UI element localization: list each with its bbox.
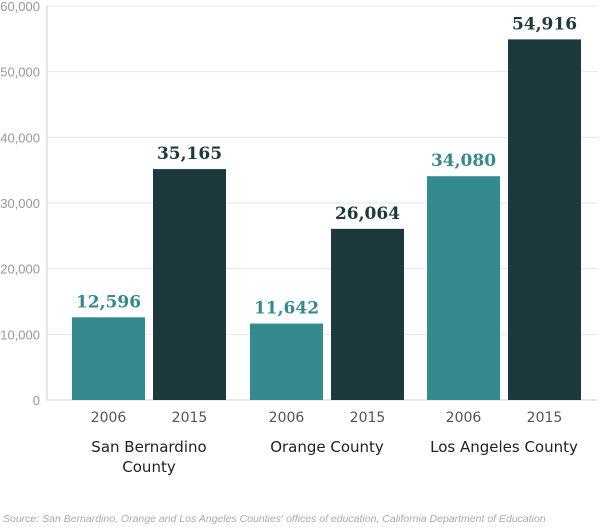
bars-layer	[72, 39, 581, 400]
group-label: Orange County	[270, 438, 384, 456]
bar-2015	[508, 39, 581, 400]
y-tick-label: 30,000	[0, 196, 40, 211]
bar-chart: 0 10,000 20,000 30,000 40,000 50,000 60,000 12,…	[0, 0, 598, 476]
y-tick-label: 60,000	[0, 0, 40, 14]
y-tick-label: 20,000	[0, 262, 40, 277]
value-label-2015: 26,064	[335, 204, 400, 224]
year-label: 2006	[269, 410, 305, 426]
value-label-2006: 11,642	[254, 299, 319, 319]
group-label: County	[122, 458, 176, 476]
year-label: 2015	[350, 410, 386, 426]
value-label-2015: 35,165	[157, 144, 222, 164]
bar-2006	[250, 323, 323, 400]
value-label-2015: 54,916	[512, 14, 577, 34]
labels-layer: 0 10,000 20,000 30,000 40,000 50,000 60,000 12,…	[0, 0, 578, 476]
year-label: 2015	[172, 410, 208, 426]
y-tick-label: 40,000	[0, 130, 40, 145]
bar-2006	[72, 317, 145, 400]
source-note: Source: San Bernardino, Orange and Los A…	[3, 513, 546, 525]
year-label: 2006	[91, 410, 127, 426]
year-label: 2015	[527, 410, 563, 426]
group-label: San Bernardino	[91, 438, 206, 456]
value-label-2006: 34,080	[431, 151, 496, 171]
y-tick-label: 0	[33, 393, 40, 408]
year-label: 2006	[446, 410, 482, 426]
group-label: Los Angeles County	[430, 438, 578, 456]
y-tick-label: 10,000	[0, 327, 40, 342]
bar-2015	[331, 228, 404, 400]
value-label-2006: 12,596	[76, 292, 141, 312]
y-tick-label: 50,000	[0, 65, 40, 80]
bar-2006	[427, 176, 500, 400]
bar-2015	[153, 169, 226, 400]
